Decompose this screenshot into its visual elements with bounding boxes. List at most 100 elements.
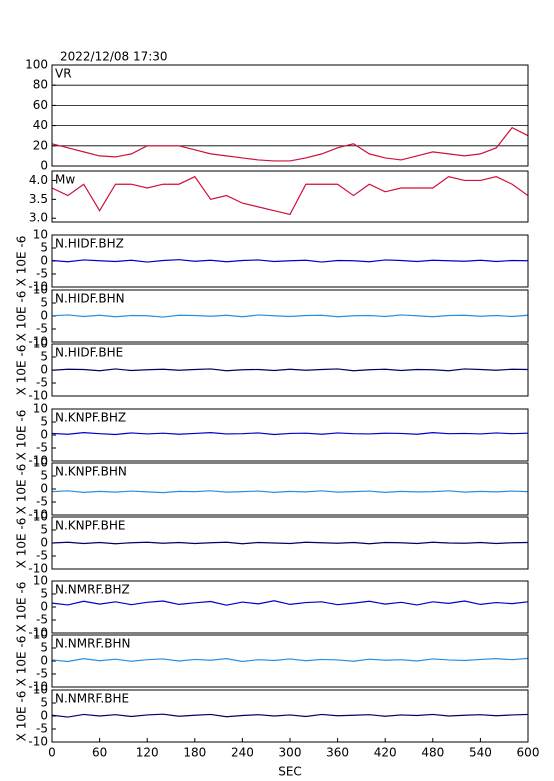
y-tick-label: -10 <box>28 335 48 349</box>
trace <box>51 490 529 494</box>
y-tick-label: 10 <box>33 683 48 697</box>
x-tick-label: 480 <box>421 746 444 760</box>
y-axis-label: X 10E -6 <box>15 464 29 515</box>
panel-frame <box>51 408 529 462</box>
y-tick-label: 3.0 <box>29 211 48 225</box>
trace <box>51 657 529 663</box>
panel-label: N.KNPF.BHE <box>55 519 126 533</box>
y-tick-label: -10 <box>28 626 48 640</box>
y-tick-label: 10 <box>33 510 48 524</box>
y-tick-label: -10 <box>28 508 48 522</box>
y-tick-label: 10 <box>33 628 48 642</box>
y-tick-label: -5 <box>36 322 48 336</box>
y-tick-label: 4.0 <box>29 173 48 187</box>
x-tick-label: 180 <box>183 746 206 760</box>
panel-label: N.KNPF.BHN <box>55 465 127 479</box>
x-tick-label: 420 <box>374 746 397 760</box>
y-axis-label: X 10E -6 <box>15 410 29 461</box>
y-tick-label: 0 <box>40 654 48 668</box>
y-tick-label: 0 <box>40 254 48 268</box>
panel-label: N.HIDF.BHN <box>55 292 125 306</box>
trace <box>51 713 529 718</box>
panel-frame <box>51 462 529 516</box>
trace <box>51 314 529 318</box>
y-tick-label: 10 <box>33 456 48 470</box>
y-tick-label: -5 <box>36 441 48 455</box>
y-tick-label: 0 <box>40 709 48 723</box>
panel-frame <box>51 634 529 688</box>
y-tick-label: 10 <box>33 228 48 242</box>
x-tick-label: 360 <box>326 746 349 760</box>
trace <box>51 259 529 263</box>
panel-label: N.HIDF.BHZ <box>55 237 124 251</box>
y-tick-label: 0 <box>40 159 48 173</box>
panel-label: N.HIDF.BHE <box>55 346 123 360</box>
y-tick-label: 40 <box>33 118 48 132</box>
panel-label: N.NMRF.BHZ <box>55 583 130 597</box>
y-tick-label: 0 <box>40 428 48 442</box>
panel-frame <box>51 289 529 343</box>
y-tick-label: 5 <box>40 696 48 710</box>
y-tick-label: 0 <box>40 363 48 377</box>
y-tick-label: 3.5 <box>29 192 48 206</box>
y-tick-label: 10 <box>33 402 48 416</box>
x-tick-label: 120 <box>136 746 159 760</box>
y-tick-label: 0 <box>40 536 48 550</box>
x-tick-label: 60 <box>92 746 107 760</box>
y-axis-label: X 10E -6 <box>15 518 29 569</box>
y-tick-label: 0 <box>40 309 48 323</box>
y-tick-label: -5 <box>36 376 48 390</box>
x-tick-label: 0 <box>48 746 56 760</box>
panel-label: VR <box>55 67 72 81</box>
y-tick-label: 5 <box>40 523 48 537</box>
y-axis-label: X 10E -6 <box>15 582 29 633</box>
trace <box>51 541 529 545</box>
x-tick-label: 300 <box>279 746 302 760</box>
y-tick-label: -10 <box>28 389 48 403</box>
y-tick-label: 10 <box>33 337 48 351</box>
panel-frame <box>51 516 529 570</box>
y-tick-label: 5 <box>40 415 48 429</box>
chart-title: 2022/12/08 17:30 <box>60 50 168 64</box>
panel-frame <box>51 234 529 288</box>
y-tick-label: 5 <box>40 587 48 601</box>
y-tick-label: -5 <box>36 613 48 627</box>
y-tick-label: 10 <box>33 283 48 297</box>
y-tick-label: -5 <box>36 495 48 509</box>
panel-frame <box>51 64 529 167</box>
trace <box>51 600 529 606</box>
panel-label: N.NMRF.BHN <box>55 637 130 651</box>
x-tick-label: 240 <box>231 746 254 760</box>
y-tick-label: -10 <box>28 454 48 468</box>
y-tick-label: -5 <box>36 667 48 681</box>
y-tick-label: -10 <box>28 280 48 294</box>
panel-label: Mw <box>55 173 75 187</box>
y-tick-label: -5 <box>36 267 48 281</box>
panel-frame <box>51 170 529 223</box>
trace <box>51 175 529 216</box>
y-tick-label: 5 <box>40 350 48 364</box>
y-tick-label: 5 <box>40 241 48 255</box>
x-axis-label: SEC <box>278 765 302 779</box>
y-tick-label: 10 <box>33 574 48 588</box>
y-tick-label: -5 <box>36 722 48 736</box>
y-tick-label: 80 <box>33 78 48 92</box>
y-axis-label: X 10E -6 <box>15 291 29 342</box>
y-axis-label: X 10E -6 <box>15 691 29 742</box>
panel-label: N.KNPF.BHZ <box>55 411 126 425</box>
trace <box>51 432 529 436</box>
x-tick-label: 600 <box>517 746 540 760</box>
y-tick-label: -10 <box>28 735 48 749</box>
y-tick-label: 60 <box>33 98 48 112</box>
trace <box>51 126 529 162</box>
y-tick-label: 0 <box>40 482 48 496</box>
y-tick-label: -5 <box>36 549 48 563</box>
x-tick-label: 540 <box>469 746 492 760</box>
y-tick-label: 0 <box>40 600 48 614</box>
y-tick-label: 5 <box>40 469 48 483</box>
trace <box>51 368 529 372</box>
y-axis-label: X 10E -6 <box>15 636 29 687</box>
panel-frame <box>51 343 529 397</box>
y-tick-label: -10 <box>28 562 48 576</box>
